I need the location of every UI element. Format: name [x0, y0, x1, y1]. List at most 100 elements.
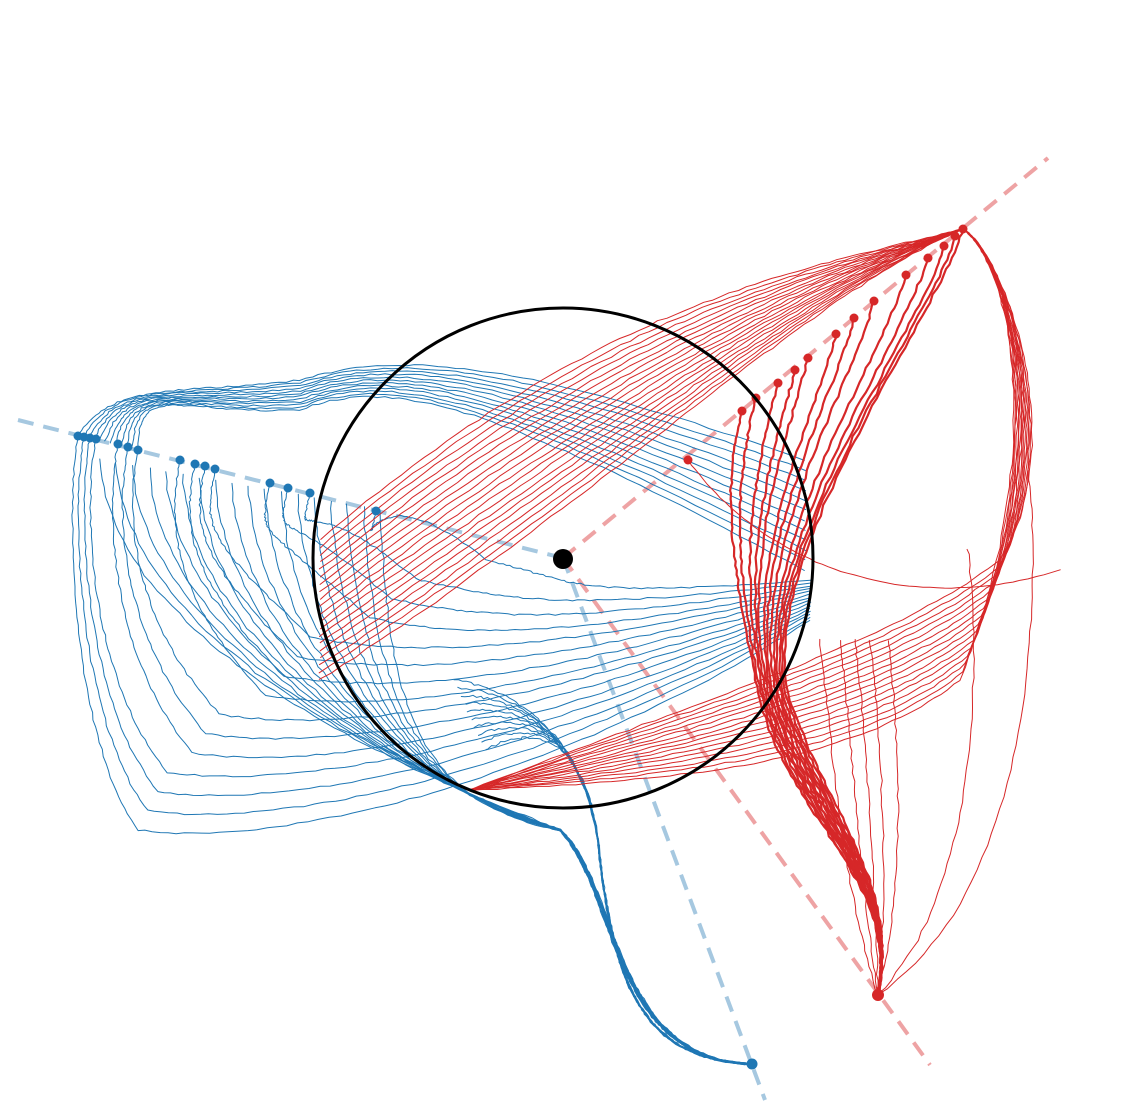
red-endpoint-marker: [939, 241, 949, 251]
red-trajectory: [469, 229, 1028, 791]
red-trajectory: [876, 548, 975, 995]
blue-endpoint-marker: [283, 483, 293, 493]
blue-trajectory: [198, 465, 810, 667]
red-endpoint-marker: [923, 253, 933, 263]
blue-trajectories: [71, 364, 812, 1066]
blue-trajectory: [149, 467, 753, 1065]
red-trajectory: [320, 228, 965, 600]
red-trajectory: [753, 369, 883, 997]
blue-trajectory: [363, 506, 754, 1065]
red-trajectory: [840, 640, 880, 996]
red-endpoint-marker: [683, 455, 693, 465]
red-trajectory: [470, 228, 1033, 792]
blue-trajectory: [71, 435, 811, 835]
red-trajectory: [320, 229, 964, 623]
blue-trajectory: [125, 390, 807, 552]
red-trajectory: [320, 227, 963, 658]
blue-endpoint-marker: [200, 461, 210, 471]
red-endpoint-marker: [849, 313, 859, 323]
blue-trajectory: [297, 493, 753, 1066]
red-trajectory: [819, 638, 878, 995]
blue-trajectory: [111, 442, 810, 759]
red-trajectory: [778, 245, 945, 997]
blue-endpoint-marker: [91, 434, 101, 444]
red-trajectory: [319, 228, 964, 652]
red-trajectory: [319, 229, 964, 592]
red-trajectory: [319, 228, 965, 637]
blue-reference-line-lower: [561, 557, 767, 1101]
red-trajectory: [469, 227, 1032, 791]
red-trajectory: [469, 228, 1017, 790]
blue-trajectory: [379, 510, 754, 1065]
blue-trajectory: [89, 370, 806, 481]
blue-trajectory: [247, 485, 753, 1065]
red-endpoint-marker: [790, 365, 800, 375]
blue-trajectory: [209, 469, 811, 649]
red-trajectory: [320, 228, 964, 615]
origin-point: [553, 549, 573, 569]
red-trajectory: [319, 228, 963, 607]
red-trajectory: [868, 639, 885, 995]
red-trajectory: [768, 299, 883, 996]
red-trajectory: [470, 228, 1015, 791]
red-trajectory: [469, 228, 1023, 791]
blue-trajectory: [77, 437, 811, 816]
blue-trajectory: [304, 493, 811, 602]
blue-trajectory: [89, 438, 811, 778]
blue-trajectory: [188, 464, 811, 685]
red-trajectory: [772, 274, 908, 997]
blue-trajectory: [131, 449, 812, 722]
blue-endpoint-marker: [123, 442, 133, 452]
red-trajectory: [854, 639, 879, 997]
red-endpoint-marker: [950, 231, 960, 241]
blue-endpoint-marker: [305, 488, 315, 498]
blue-trajectory: [137, 395, 805, 571]
blue-trajectory: [99, 376, 806, 502]
red-endpoint-marker: [958, 224, 968, 234]
red-trajectory: [687, 459, 1061, 589]
red-trajectory: [319, 228, 964, 644]
red-trajectory: [319, 228, 963, 666]
blue-endpoint-marker: [133, 445, 143, 455]
blue-endpoint-marker: [190, 459, 200, 469]
blue-trajectory: [132, 465, 754, 1065]
red-trajectory: [320, 228, 964, 630]
blue-trajectory: [173, 459, 811, 703]
blue-trajectory: [77, 364, 805, 461]
blue-trajectory: [471, 715, 754, 1065]
red-endpoint-marker: [773, 378, 783, 388]
red-trajectory: [318, 229, 964, 570]
red-trajectories: [318, 227, 1061, 997]
red-trajectory: [878, 640, 900, 997]
red-trajectory: [319, 229, 963, 585]
blue-trajectory: [104, 379, 807, 510]
red-trajectory: [318, 229, 964, 680]
red-trajectory: [320, 227, 964, 549]
blue-trajectory: [330, 501, 753, 1065]
red-endpoint-marker: [901, 270, 911, 280]
blue-trajectory: [485, 736, 752, 1065]
unit-circle: [311, 306, 815, 810]
blue-trajectory: [121, 446, 811, 740]
blue-endpoint-marker: [210, 464, 220, 474]
blue-endpoint-marker: [175, 455, 185, 465]
blue-trajectory: [263, 482, 811, 632]
red-endpoint-marker: [872, 989, 884, 1001]
red-trajectory: [318, 228, 964, 674]
blue-trajectory: [460, 694, 752, 1065]
red-trajectory: [877, 469, 1034, 996]
red-reference-line-lower: [561, 556, 932, 1067]
red-endpoint-marker: [831, 329, 841, 339]
blue-trajectory: [131, 392, 806, 561]
red-endpoint-marker: [737, 406, 747, 416]
blue-trajectory: [82, 367, 806, 471]
red-trajectory: [470, 228, 1020, 791]
blue-trajectory: [94, 373, 807, 492]
red-trajectory: [469, 228, 1016, 791]
red-endpoint-marker: [869, 296, 879, 306]
blue-endpoint-marker: [113, 439, 123, 449]
red-endpoint-marker: [803, 353, 813, 363]
red-trajectory: [783, 228, 964, 996]
red-trajectory: [470, 229, 1030, 791]
